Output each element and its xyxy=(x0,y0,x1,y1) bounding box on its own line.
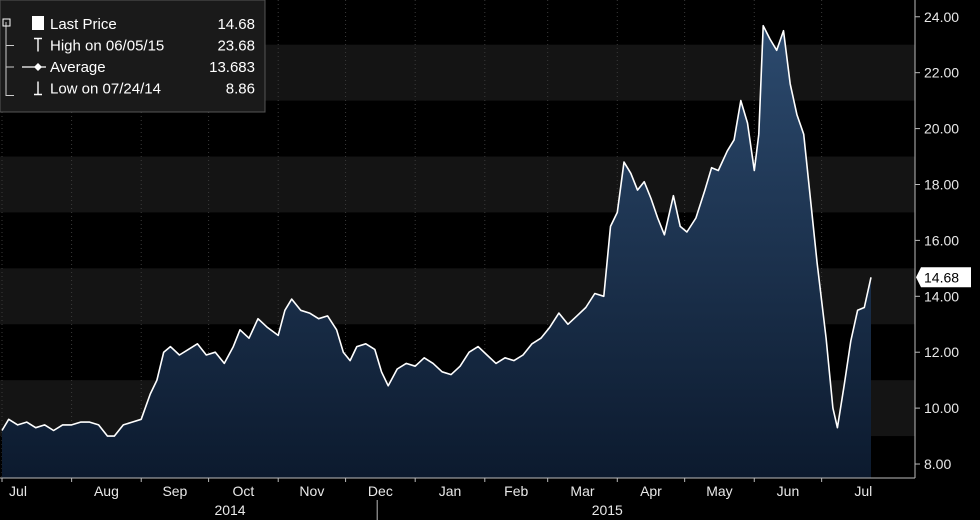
legend-box xyxy=(0,0,266,113)
y-tick-label: 20.00 xyxy=(924,121,959,137)
x-tick-label: Jul xyxy=(9,483,27,499)
y-tick-label: 16.00 xyxy=(924,232,959,248)
x-tick-label: Feb xyxy=(504,483,528,499)
legend-label: Low on 07/24/14 xyxy=(50,81,161,98)
average-diamond-icon xyxy=(34,63,42,71)
y-tick-label: 12.00 xyxy=(924,344,959,360)
low-marker-icon xyxy=(34,81,42,96)
x-tick-label: Sep xyxy=(162,483,187,499)
y-tick-label: 18.00 xyxy=(924,176,959,192)
last-price-tag-label: 14.68 xyxy=(924,269,959,285)
legend-label: Last Price xyxy=(50,16,117,33)
year-label: 2014 xyxy=(214,502,245,518)
x-tick-label: Jun xyxy=(777,483,800,499)
high-marker-icon xyxy=(34,37,42,52)
x-tick-label: Oct xyxy=(233,483,255,499)
year-label: 2015 xyxy=(592,502,623,518)
x-tick-label: Aug xyxy=(94,483,119,499)
y-tick-label: 10.00 xyxy=(924,400,959,416)
last-price-tag xyxy=(916,267,971,288)
y-tick-label: 8.00 xyxy=(924,456,951,472)
price-line xyxy=(1,24,872,437)
x-tick-label: Nov xyxy=(299,483,324,499)
legend-value: 23.68 xyxy=(217,38,255,55)
price-area xyxy=(2,25,871,478)
legend-value: 8.86 xyxy=(226,81,255,98)
x-tick-label: Dec xyxy=(368,483,393,499)
x-tick-label: Jul xyxy=(854,483,872,499)
legend: Last Price 14.68 High on 06/05/15 23.68 Aver… xyxy=(0,0,266,113)
x-tick-label: Apr xyxy=(640,483,662,499)
legend-value: 13.683 xyxy=(209,59,255,76)
y-tick-label: 22.00 xyxy=(924,65,959,81)
legend-label: High on 06/05/15 xyxy=(50,38,164,55)
x-tick-label: May xyxy=(706,483,732,499)
y-tick-label: 14.00 xyxy=(924,288,959,304)
x-tick-label: Jan xyxy=(439,483,462,499)
y-tick-label: 24.00 xyxy=(924,9,959,25)
legend-collapse-icon[interactable] xyxy=(2,18,11,27)
x-tick-label: Mar xyxy=(570,483,594,499)
legend-value: 14.68 xyxy=(217,16,255,33)
legend-label: Average xyxy=(50,59,106,76)
last-price-icon xyxy=(32,16,44,30)
